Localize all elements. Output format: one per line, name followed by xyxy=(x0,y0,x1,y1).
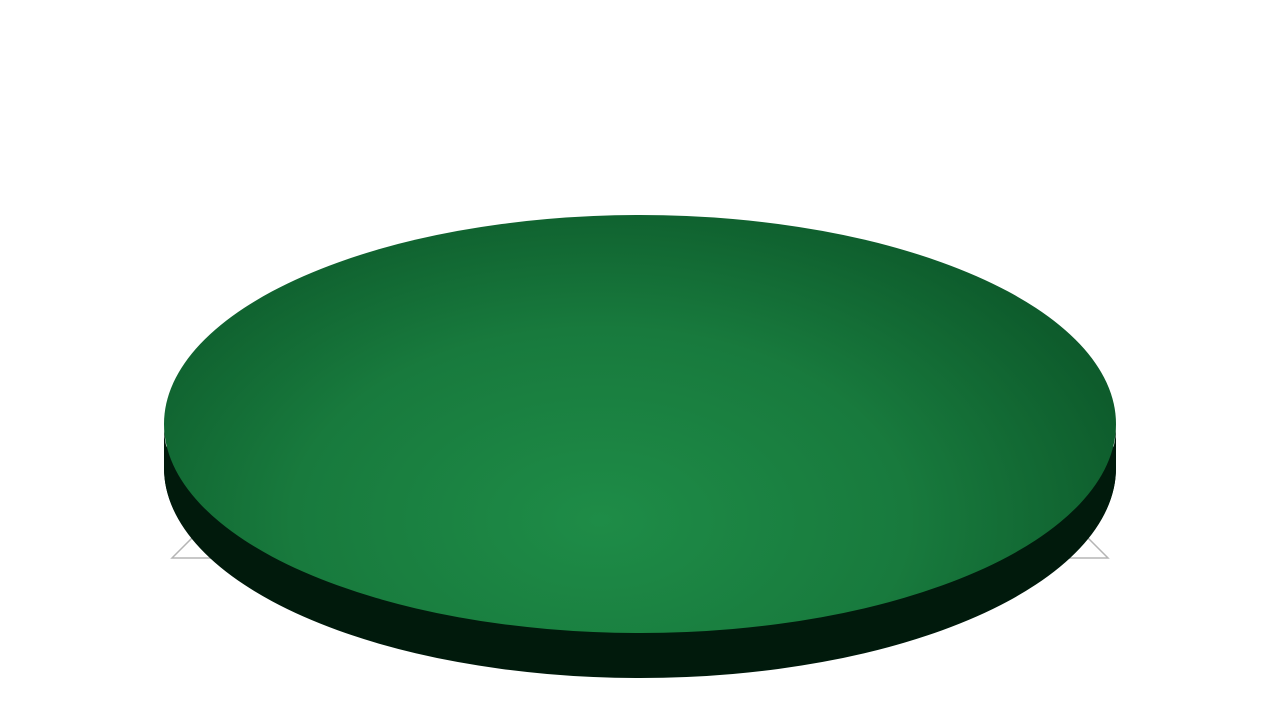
disc-top-face[interactable] xyxy=(164,215,1116,633)
